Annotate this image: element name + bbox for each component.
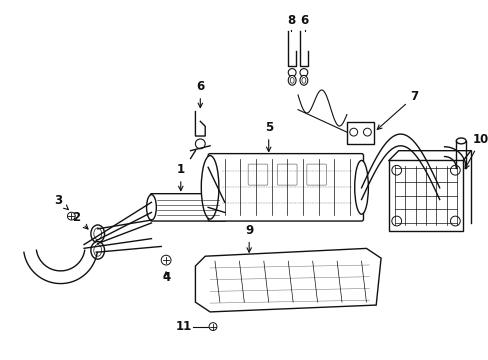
Ellipse shape	[354, 161, 367, 214]
Ellipse shape	[94, 228, 102, 240]
FancyBboxPatch shape	[277, 164, 296, 185]
FancyBboxPatch shape	[150, 194, 225, 221]
Circle shape	[349, 128, 357, 136]
Text: 5: 5	[264, 121, 272, 152]
Text: 4: 4	[162, 271, 170, 284]
Circle shape	[67, 212, 75, 220]
Text: 3: 3	[55, 194, 68, 210]
Circle shape	[195, 139, 205, 149]
Ellipse shape	[455, 138, 465, 144]
FancyBboxPatch shape	[306, 164, 325, 185]
Text: 6: 6	[196, 80, 204, 108]
Circle shape	[209, 323, 217, 330]
Circle shape	[287, 69, 295, 76]
Bar	[388, 161, 462, 231]
Ellipse shape	[287, 76, 295, 85]
Text: 11: 11	[175, 320, 191, 333]
Ellipse shape	[299, 76, 307, 85]
Circle shape	[449, 216, 459, 226]
Circle shape	[161, 255, 171, 265]
Ellipse shape	[94, 244, 102, 256]
Ellipse shape	[91, 225, 104, 243]
Text: 8: 8	[286, 14, 295, 27]
Text: 2: 2	[72, 211, 88, 229]
FancyBboxPatch shape	[208, 154, 363, 221]
Circle shape	[363, 128, 370, 136]
Ellipse shape	[146, 195, 156, 220]
Ellipse shape	[301, 77, 305, 83]
Text: 7: 7	[376, 90, 418, 130]
Text: 10: 10	[464, 133, 488, 168]
FancyBboxPatch shape	[248, 164, 267, 185]
Polygon shape	[195, 248, 380, 312]
Ellipse shape	[220, 195, 229, 220]
Circle shape	[449, 165, 459, 175]
Circle shape	[299, 69, 307, 76]
Ellipse shape	[289, 77, 293, 83]
Text: 1: 1	[176, 163, 184, 191]
Bar	[346, 122, 373, 144]
Circle shape	[391, 216, 401, 226]
Ellipse shape	[201, 156, 219, 219]
Text: 9: 9	[244, 224, 253, 252]
Ellipse shape	[91, 242, 104, 259]
Text: 6: 6	[300, 14, 308, 27]
Circle shape	[391, 165, 401, 175]
